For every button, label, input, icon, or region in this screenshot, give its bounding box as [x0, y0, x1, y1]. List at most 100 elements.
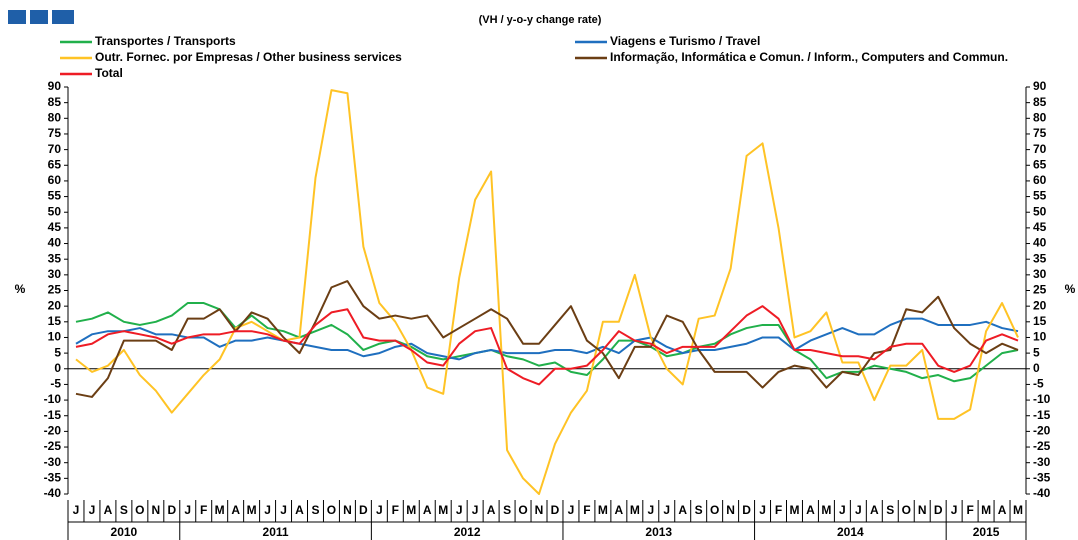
x-tick-label: A [231, 503, 240, 517]
y2-tick-label: 10 [1033, 330, 1047, 344]
x-tick-label: A [806, 503, 815, 517]
x-tick-label: A [870, 503, 879, 517]
x-tick-label: A [423, 503, 432, 517]
series-line [75, 317, 1019, 361]
series-line [75, 305, 1019, 386]
y-tick-label: 85 [48, 95, 62, 109]
y-tick-label: -35 [44, 471, 62, 485]
x-tick-label: N [343, 503, 352, 517]
x-tick-label: J [759, 503, 766, 517]
legend-label: Total [95, 66, 123, 80]
x-tick-label: S [503, 503, 511, 517]
y-tick-label: 55 [48, 189, 62, 203]
y-tick-label: 45 [48, 220, 62, 234]
x-tick-label: M [630, 503, 640, 517]
x-tick-label: J [472, 503, 479, 517]
logo-block [30, 10, 48, 24]
y-tick-label: 65 [48, 157, 62, 171]
y-tick-label: 0 [54, 361, 61, 375]
y2-axis-label: % [1065, 282, 1076, 296]
x-tick-label: F [583, 503, 590, 517]
y-tick-label: 70 [48, 142, 62, 156]
y2-tick-label: 90 [1033, 79, 1047, 93]
x-tick-label: F [392, 503, 399, 517]
logo-block [8, 10, 26, 24]
y-tick-label: 90 [48, 79, 62, 93]
x-tick-label: M [406, 503, 416, 517]
x-tick-label: J [280, 503, 287, 517]
y2-tick-label: 20 [1033, 298, 1047, 312]
y-tick-label: 40 [48, 236, 62, 250]
x-tick-label: M [598, 503, 608, 517]
y2-tick-label: -25 [1033, 439, 1051, 453]
x-tick-label: S [886, 503, 894, 517]
year-label: 2010 [111, 525, 138, 539]
x-tick-label: J [376, 503, 383, 517]
x-tick-label: N [726, 503, 735, 517]
year-label: 2014 [837, 525, 864, 539]
x-tick-label: J [456, 503, 463, 517]
y-tick-label: 25 [48, 283, 62, 297]
x-tick-label: N [151, 503, 160, 517]
x-tick-label: J [73, 503, 80, 517]
x-tick-label: M [821, 503, 831, 517]
x-tick-label: O [710, 503, 719, 517]
x-tick-label: J [264, 503, 271, 517]
x-tick-label: A [998, 503, 1007, 517]
x-tick-label: A [295, 503, 304, 517]
y-tick-label: 10 [48, 330, 62, 344]
x-tick-label: M [438, 503, 448, 517]
y2-tick-label: 70 [1033, 142, 1047, 156]
y-tick-label: -30 [44, 455, 62, 469]
y2-tick-label: -5 [1033, 377, 1044, 391]
x-tick-label: N [535, 503, 544, 517]
y2-tick-label: 35 [1033, 251, 1047, 265]
y2-tick-label: 75 [1033, 126, 1047, 140]
year-label: 2013 [645, 525, 672, 539]
y-tick-label: -25 [44, 439, 62, 453]
x-tick-label: S [311, 503, 319, 517]
x-tick-label: D [934, 503, 943, 517]
x-tick-label: N [918, 503, 927, 517]
x-tick-label: J [184, 503, 191, 517]
y2-tick-label: 55 [1033, 189, 1047, 203]
legend-label: Outr. Fornec. por Empresas / Other busin… [95, 50, 402, 64]
y2-tick-label: -20 [1033, 424, 1051, 438]
y-tick-label: -10 [44, 392, 62, 406]
y-axis-label: % [15, 282, 26, 296]
logo-block [52, 10, 74, 24]
x-tick-label: J [951, 503, 958, 517]
y2-tick-label: -15 [1033, 408, 1051, 422]
y-tick-label: -20 [44, 424, 62, 438]
x-tick-label: J [647, 503, 654, 517]
series-line [75, 89, 1019, 495]
x-tick-label: J [568, 503, 575, 517]
series-line [75, 280, 1019, 398]
legend-label: Transportes / Transports [95, 34, 236, 48]
y2-tick-label: 45 [1033, 220, 1047, 234]
y2-tick-label: 80 [1033, 110, 1047, 124]
x-tick-label: D [167, 503, 176, 517]
x-tick-label: D [359, 503, 368, 517]
y2-tick-label: 40 [1033, 236, 1047, 250]
y-tick-label: 5 [54, 345, 61, 359]
y2-tick-label: 65 [1033, 157, 1047, 171]
y2-tick-label: 25 [1033, 283, 1047, 297]
y-tick-label: 80 [48, 110, 62, 124]
y-tick-label: -40 [44, 486, 62, 500]
y2-tick-label: 50 [1033, 204, 1047, 218]
x-tick-label: M [215, 503, 225, 517]
legend-label: Informação, Informática e Comun. / Infor… [610, 50, 1008, 64]
x-tick-label: A [104, 503, 113, 517]
year-label: 2011 [263, 525, 289, 539]
y-tick-label: 35 [48, 251, 62, 265]
chart-subtitle: (VH / y-o-y change rate) [479, 14, 602, 26]
x-tick-label: S [695, 503, 703, 517]
year-label: 2012 [454, 525, 481, 539]
x-tick-label: A [678, 503, 687, 517]
y2-tick-label: 0 [1033, 361, 1040, 375]
y2-tick-label: 30 [1033, 267, 1047, 281]
x-tick-label: F [966, 503, 973, 517]
y-tick-label: 20 [48, 298, 62, 312]
